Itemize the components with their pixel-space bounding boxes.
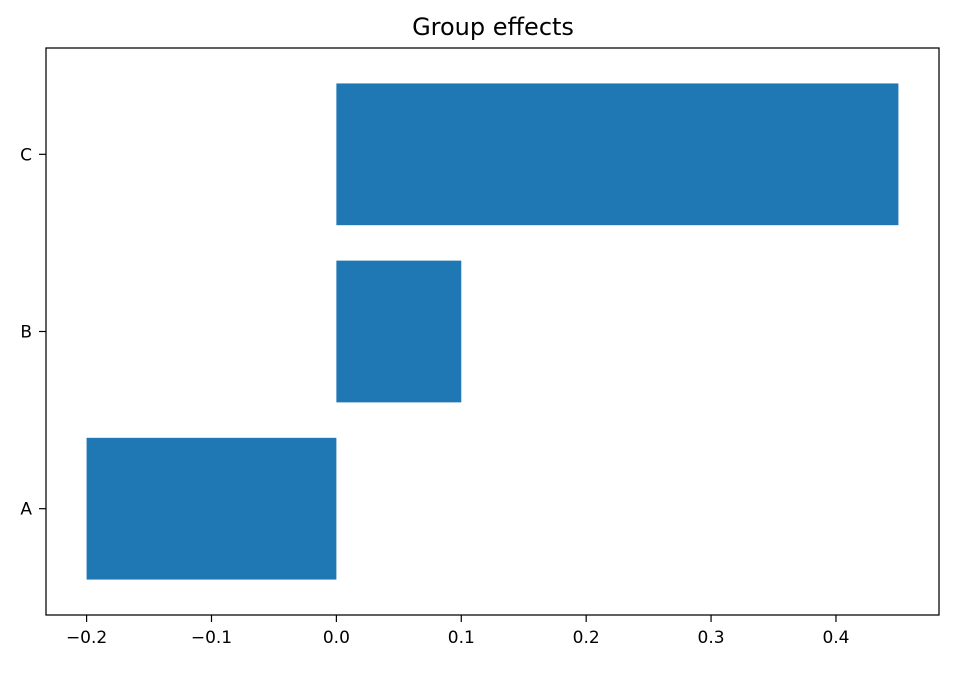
x-tick-label: −0.2: [66, 628, 107, 648]
x-tick-label: −0.1: [191, 628, 232, 648]
x-tick-label: 0.4: [822, 628, 849, 648]
y-axis: A B C: [20, 145, 46, 520]
x-tick-label: 0.1: [448, 628, 475, 648]
x-tick-label: 0.0: [323, 628, 350, 648]
bar-c: [336, 83, 899, 226]
chart-title: Group effects: [412, 13, 574, 41]
bar-a: [86, 437, 337, 580]
y-tick-label: C: [20, 145, 32, 165]
x-tick-label: 0.3: [698, 628, 725, 648]
x-axis: −0.2 −0.1 0.0 0.1 0.2 0.3 0.4: [66, 615, 849, 648]
x-tick-label: 0.2: [573, 628, 600, 648]
y-tick-label: A: [20, 500, 32, 520]
bar-b: [336, 260, 462, 403]
y-tick-label: B: [20, 323, 32, 343]
bars-layer: [86, 83, 899, 580]
